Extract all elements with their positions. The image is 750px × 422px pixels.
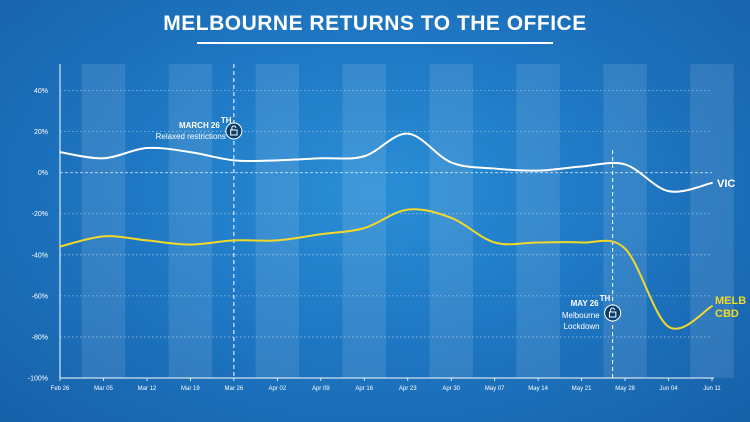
x-tick-label: Mar 12 — [138, 386, 157, 392]
data-point — [537, 169, 540, 172]
data-point — [319, 157, 322, 160]
annotation-text-may-1: Melbourne — [562, 311, 600, 320]
x-tick-label: Apr 09 — [312, 386, 330, 392]
data-point — [580, 165, 583, 168]
x-tick-label: Mar 05 — [94, 386, 113, 392]
x-tick-label: May 07 — [485, 386, 505, 392]
y-tick-label: 0% — [38, 170, 48, 177]
lock-shackle — [231, 125, 237, 130]
data-point — [450, 216, 453, 219]
y-tick-label: -60% — [32, 293, 48, 300]
column-band — [168, 64, 213, 378]
annotation-heading-march: MARCH 26 — [179, 121, 220, 130]
data-point — [667, 190, 670, 193]
lock-open-icon — [225, 122, 243, 140]
data-point — [624, 163, 626, 166]
series-label-cbd: CBD — [715, 308, 739, 320]
annotation-heading-may: MAY 26 — [571, 299, 600, 308]
column-band — [255, 64, 300, 378]
data-point — [667, 325, 670, 328]
data-point — [59, 245, 61, 248]
y-tick-label: -100% — [28, 376, 48, 383]
data-point — [102, 157, 105, 160]
x-tick-label: May 14 — [528, 386, 548, 392]
lock-badge — [225, 122, 243, 140]
y-tick-label: -80% — [32, 334, 48, 341]
x-tick-label: Mar 26 — [225, 386, 244, 392]
annotation-text-may-2: Lockdown — [564, 322, 600, 331]
title-underline — [197, 42, 553, 44]
column-band — [690, 64, 734, 378]
lock-body — [608, 311, 617, 318]
annotation-text-march: Relaxed restrictions — [156, 132, 226, 141]
annotation-sup-march: TH — [221, 116, 232, 125]
data-point — [711, 182, 713, 184]
x-tick-label: May 21 — [572, 386, 592, 392]
y-tick-label: -40% — [32, 252, 48, 259]
annotation-sup-may: TH — [600, 294, 611, 303]
data-point — [59, 151, 61, 154]
data-point — [537, 241, 540, 244]
data-point — [363, 227, 366, 230]
column-band — [603, 64, 647, 378]
y-tick-label: -20% — [32, 211, 48, 218]
series-line-vic — [59, 132, 713, 193]
series-label-vic: VIC — [717, 178, 735, 190]
column-band — [81, 64, 126, 378]
data-point — [580, 241, 583, 244]
x-tick-label: May 28 — [615, 386, 635, 392]
data-point — [102, 235, 105, 238]
x-tick-label: Apr 23 — [399, 386, 417, 392]
x-tick-label: Apr 30 — [442, 386, 460, 392]
data-point — [319, 233, 322, 236]
data-point — [493, 241, 496, 244]
lock-badge — [604, 304, 622, 322]
x-tick-label: Apr 02 — [268, 386, 286, 392]
data-point — [232, 239, 235, 242]
column-band — [429, 64, 473, 378]
data-point — [363, 155, 366, 158]
lock-body — [230, 129, 238, 136]
x-tick-label: Jun 04 — [660, 386, 679, 392]
data-point — [406, 208, 409, 211]
x-tick-label: Feb 26 — [51, 386, 70, 392]
data-point — [276, 159, 279, 162]
y-tick-label: 40% — [34, 88, 48, 95]
data-point — [624, 247, 626, 250]
data-point — [232, 159, 235, 162]
data-point — [276, 239, 279, 242]
chart-title: MELBOURNE RETURNS TO THE OFFICE — [163, 12, 587, 35]
data-point — [146, 239, 148, 242]
data-point — [189, 151, 192, 154]
data-point — [711, 305, 713, 308]
lock-open-icon — [604, 304, 622, 322]
series-line-melb-cbd — [59, 208, 713, 330]
data-point — [493, 167, 496, 170]
data-point — [450, 161, 453, 164]
data-point — [406, 132, 409, 135]
x-tick-label: Jun 11 — [703, 386, 721, 392]
column-band — [516, 64, 560, 378]
series-label-melb: MELB — [715, 295, 746, 307]
data-point — [189, 243, 192, 246]
y-tick-label: 20% — [34, 129, 48, 136]
data-point — [146, 147, 148, 149]
x-tick-label: Apr 16 — [355, 386, 373, 392]
lock-shackle — [610, 307, 616, 312]
x-tick-label: Mar 19 — [181, 386, 200, 392]
